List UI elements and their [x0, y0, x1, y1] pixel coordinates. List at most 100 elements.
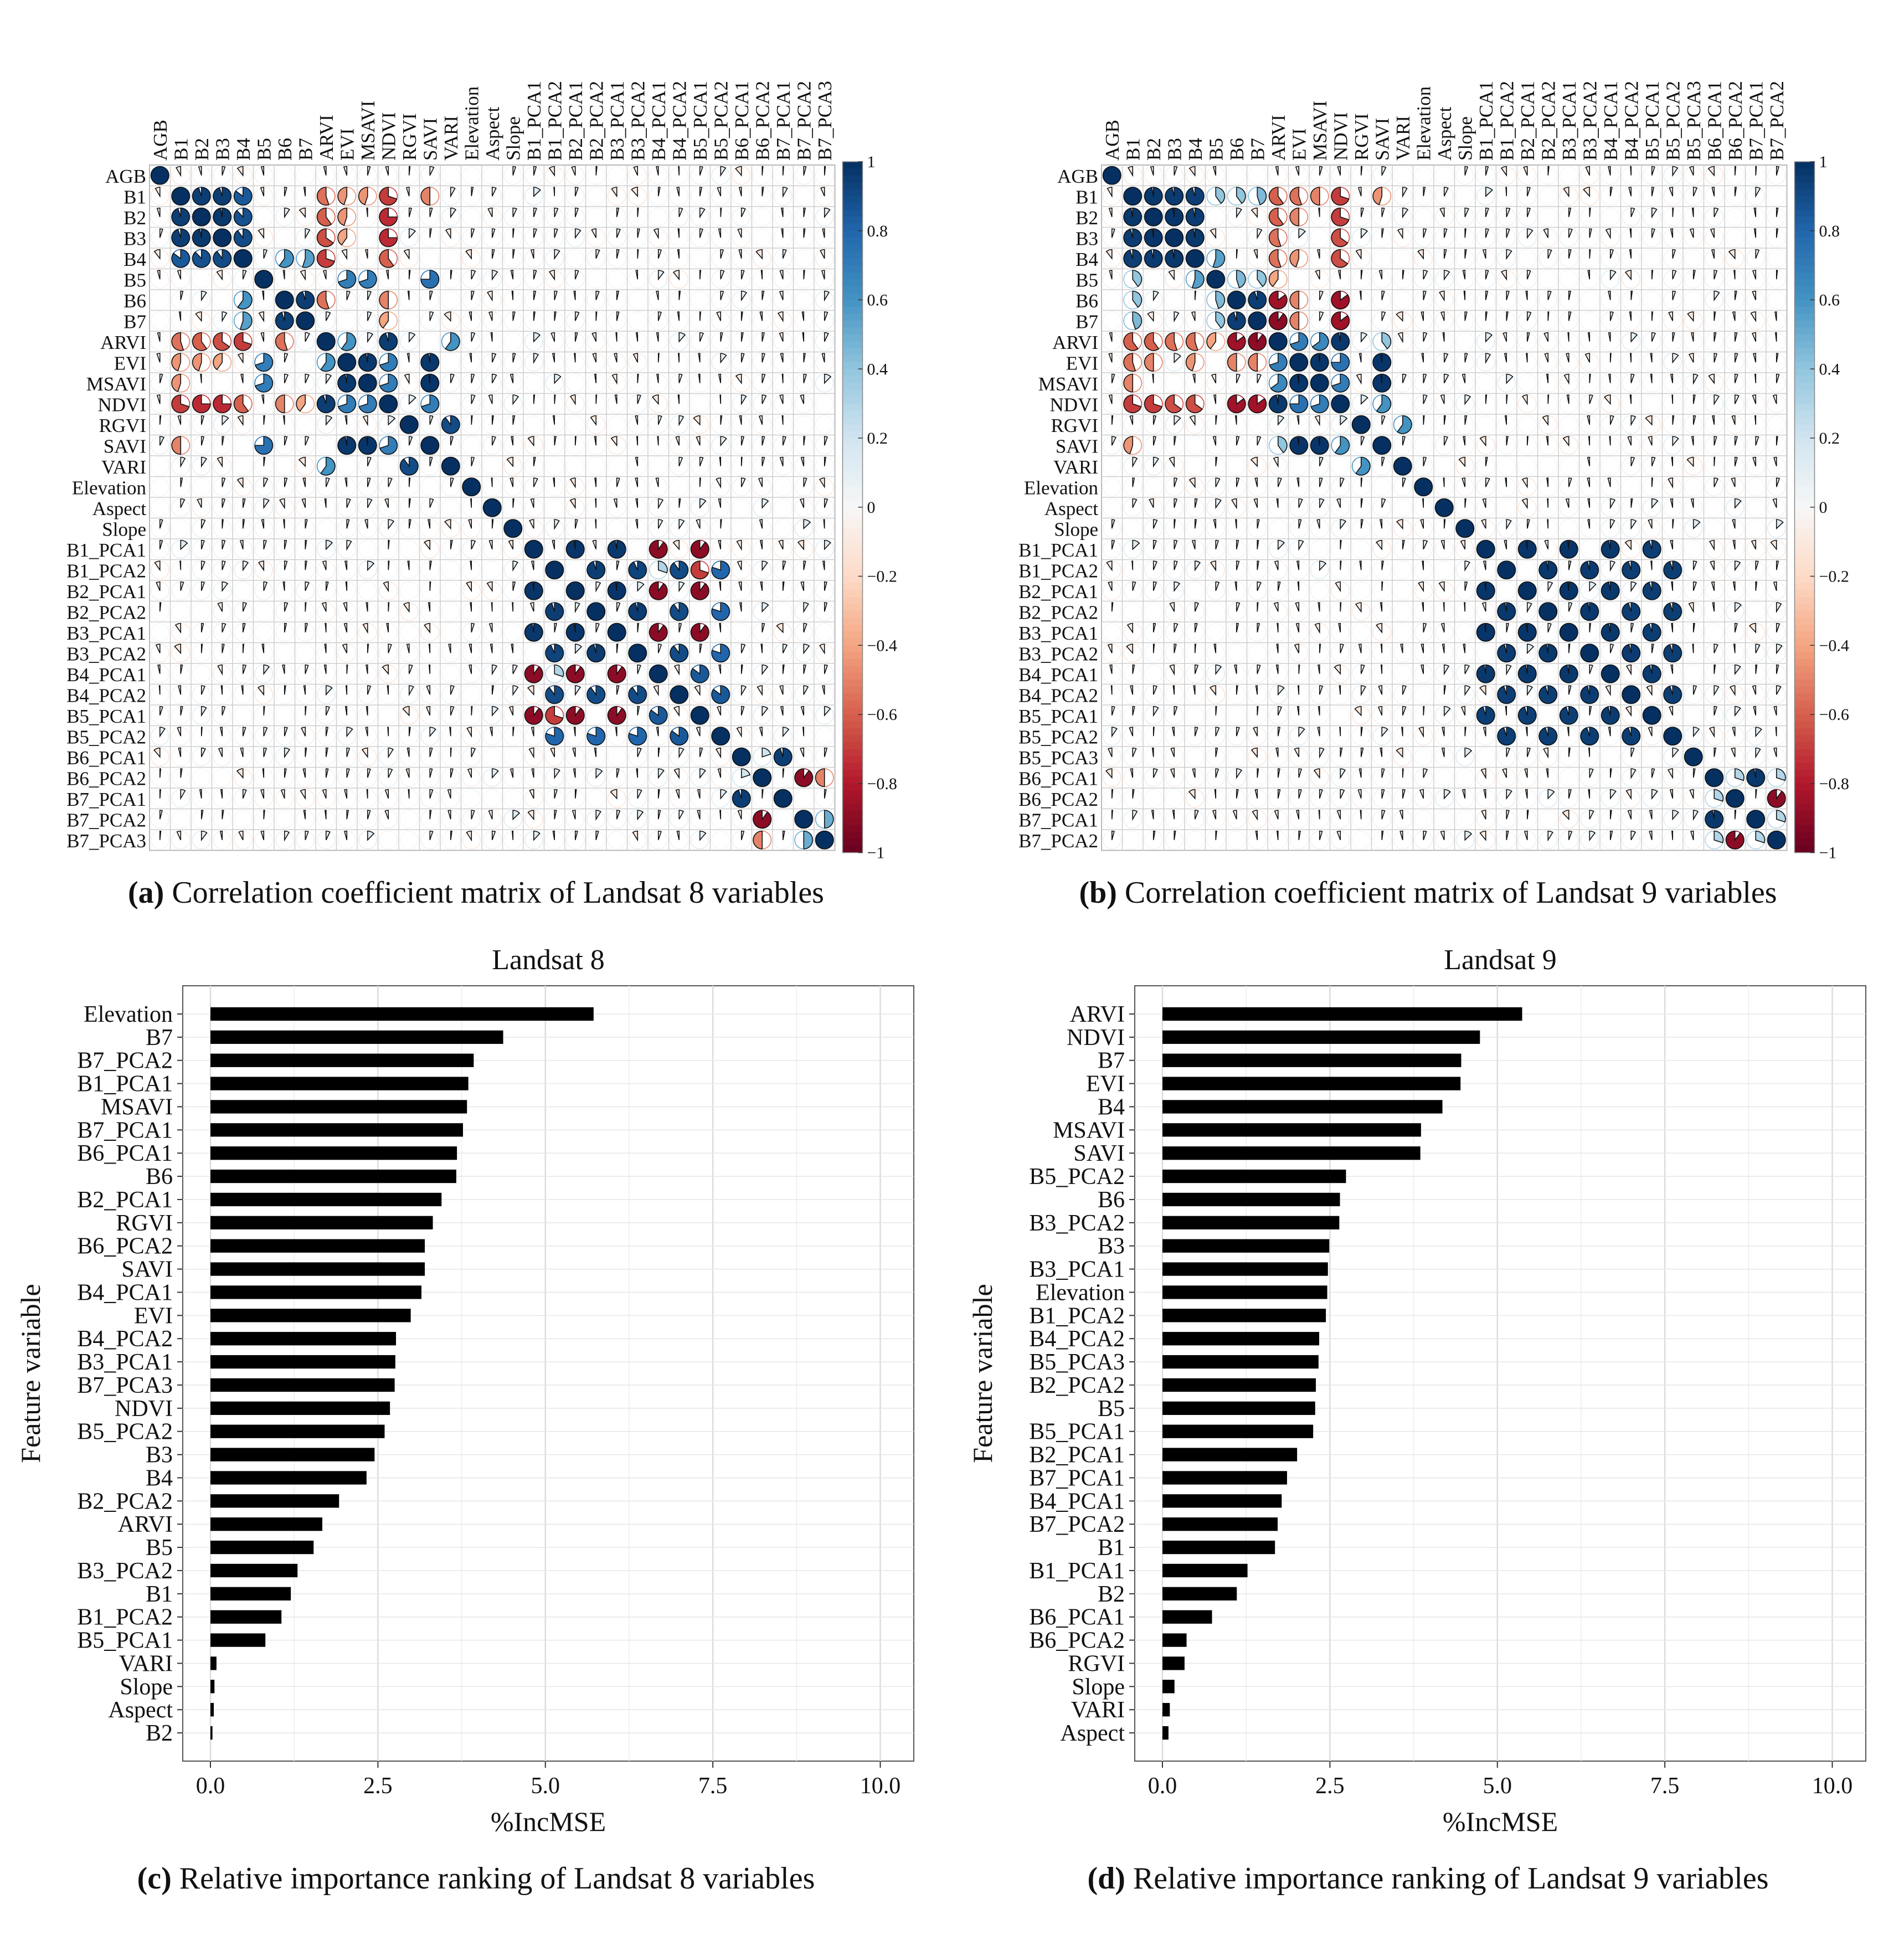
corr-a-cell-b5-b4 [233, 270, 253, 289]
corr-b-cell-b2-b3 [1165, 207, 1184, 227]
corr-a-cell-b1-pca1-msavi [358, 539, 377, 559]
corr-a-cell-b6-pca2-elevation [462, 768, 481, 788]
corr-a-cell-pie [344, 560, 348, 570]
corr-a-row-label-b6: B6 [123, 290, 146, 312]
corr-a-cell-b6-pca2-b4-pca1 [649, 768, 668, 788]
corr-a-cell-b7-pca2-b3 [213, 810, 232, 829]
corr-a-cell-b5-pca2-elevation [462, 727, 481, 746]
corr-a-colorbar-band [842, 569, 863, 577]
corr-a-cell-b5-pca2-arvi [316, 727, 336, 746]
corr-a-cell-pie [574, 311, 580, 321]
corr-a-cell-vari-agb [150, 456, 169, 476]
corr-a-cell-pie [761, 664, 769, 676]
corr-a-cell-b7-pca2-rgvi [399, 810, 419, 829]
corr-b-cell-pie [1319, 166, 1323, 176]
corr-a-cell-pie [698, 353, 701, 363]
corr-a-cell-outline [524, 644, 543, 663]
corr-a-cell-pie [761, 456, 765, 466]
corr-a-cell-b7-savi [420, 311, 440, 331]
corr-a-col-label-slope: Slope [502, 116, 524, 161]
corr-a-cell-b5-pca1-agb [150, 706, 169, 725]
corr-a-cell-b6-aspect [482, 290, 502, 310]
corr-a-cell-b4-pca2-b6-pca1 [732, 685, 751, 704]
corr-a-cell-b7-pca1-b1 [171, 789, 191, 808]
corr-a-cell-b7-pca2-msavi [358, 810, 377, 829]
corr-a-cell-pie [429, 498, 434, 508]
corr-a-cell-pie [358, 270, 377, 289]
corr-b-cell-b6-b6 [1227, 290, 1246, 310]
corr-a-cell-pie [718, 539, 722, 549]
corr-b-cell-b5-rgvi [1351, 270, 1371, 289]
corr-a-cell-pie [282, 581, 285, 591]
corr-a-cell-pie [736, 727, 742, 738]
corr-a-cell-pie [657, 249, 662, 259]
corr-a-cell-outline [275, 810, 294, 829]
corr-b-cell-pie [1165, 187, 1184, 206]
corr-a-cell-outline [607, 270, 626, 289]
corr-a-cell-savi-b4-pca2 [670, 436, 689, 455]
corr-a-cell-b4-b5-pca1 [690, 249, 709, 268]
corr-a-cell-outline [586, 187, 606, 206]
corr-a-cell-pie [803, 519, 811, 530]
corr-b-cell-agb-vari [1393, 166, 1412, 185]
corr-a-cell-b4-pca2-msavi [358, 685, 377, 704]
corr-a-cell-outline [503, 187, 523, 206]
corr-a-cell-msavi-b4-pca1 [649, 373, 668, 393]
corr-a-cell-b6-pca1-b6-pca1 [732, 747, 751, 766]
corr-a-cell-b5-agb [150, 270, 169, 289]
corr-a-cell-b7-pca3-b4 [233, 830, 253, 850]
corr-a-cell-pie [720, 519, 722, 529]
corr-a-cell-b7-pca3-aspect [482, 830, 502, 850]
corr-a-cell-pie [367, 830, 375, 841]
corr-b-cell-b5-aspect [1434, 270, 1454, 289]
corr-a-cell-pie [471, 747, 476, 758]
corr-a-cell-pie [263, 727, 268, 737]
corr-a-cell-pie [424, 539, 431, 551]
corr-a-cell-b1-pca1-b2 [192, 539, 211, 559]
corr-b-cell-pie [1105, 249, 1113, 260]
corr-a-cell-b3-pca1-b1-pca1 [524, 622, 543, 642]
corr-a-cell-pie [824, 373, 832, 384]
corr-a-cell-b5-b2 [192, 270, 211, 289]
corr-a-cell-aspect-b5 [254, 498, 274, 517]
corr-a-colorbar-band [842, 313, 863, 321]
corr-a-cell-b6-msavi [358, 290, 377, 310]
corr-a-cell-pie [616, 311, 620, 321]
corr-b-cell-b6-b7-pca1 [1746, 290, 1766, 310]
corr-a-cell-b6-pca1-b2-pca1 [565, 747, 585, 766]
corr-a-cell-elevation-b6-pca1 [732, 477, 751, 497]
corr-a-cell-b7-pca1-b6-pca2 [753, 789, 772, 808]
corr-a-cell-rgvi-b4-pca1 [649, 415, 668, 434]
corr-b-cell-pie [1506, 228, 1510, 238]
corr-b-cell-b5-elevation [1414, 270, 1433, 289]
corr-a-cell-pie [408, 477, 411, 487]
corr-b-cell-pie [1439, 290, 1445, 302]
corr-a-cell-b7-pca3-b4-pca1 [649, 830, 668, 850]
corr-a-cell-pie [445, 228, 451, 239]
corr-b-cell-elevation-elevation [1414, 477, 1433, 497]
corr-a-cell-pie [574, 332, 578, 342]
corr-a-cell-b7-pca1-arvi [316, 789, 336, 808]
corr-a-cell-b2-pca2-b1 [171, 602, 191, 621]
corr-b-cell-b4-b1-pca1 [1476, 249, 1495, 268]
corr-a-cell-pie [657, 768, 665, 779]
corr-a-cell-pie [628, 602, 647, 621]
corr-a-cell-pie [171, 353, 182, 372]
corr-a-cell-b7-pca3-evi [337, 830, 357, 850]
corr-a-cell-pie [633, 166, 639, 176]
corr-a-cell-b2-evi [337, 207, 357, 227]
corr-a-cell-pie [657, 270, 665, 281]
corr-b-cell-outline [1767, 290, 1786, 310]
corr-a-cell-b4-pca2-savi [420, 685, 440, 704]
corr-a-cell-b2-pca1-aspect [482, 581, 502, 600]
corr-a-colorbar-band [842, 375, 863, 383]
corr-a-cell-pie [254, 373, 274, 393]
corr-a-cell-b7-b4 [233, 311, 253, 331]
corr-a-cell-b7-pca2-b1 [171, 810, 191, 829]
corr-b-cell-b4-b7-pca2 [1767, 249, 1786, 268]
corr-a-cell-msavi-vari [441, 373, 460, 393]
corr-a-cell-b7-b7 [296, 311, 315, 331]
corr-b-cell-pie [1691, 207, 1694, 217]
corr-a-cell-elevation-agb [150, 477, 169, 497]
corr-a-cell-pie [195, 311, 202, 322]
